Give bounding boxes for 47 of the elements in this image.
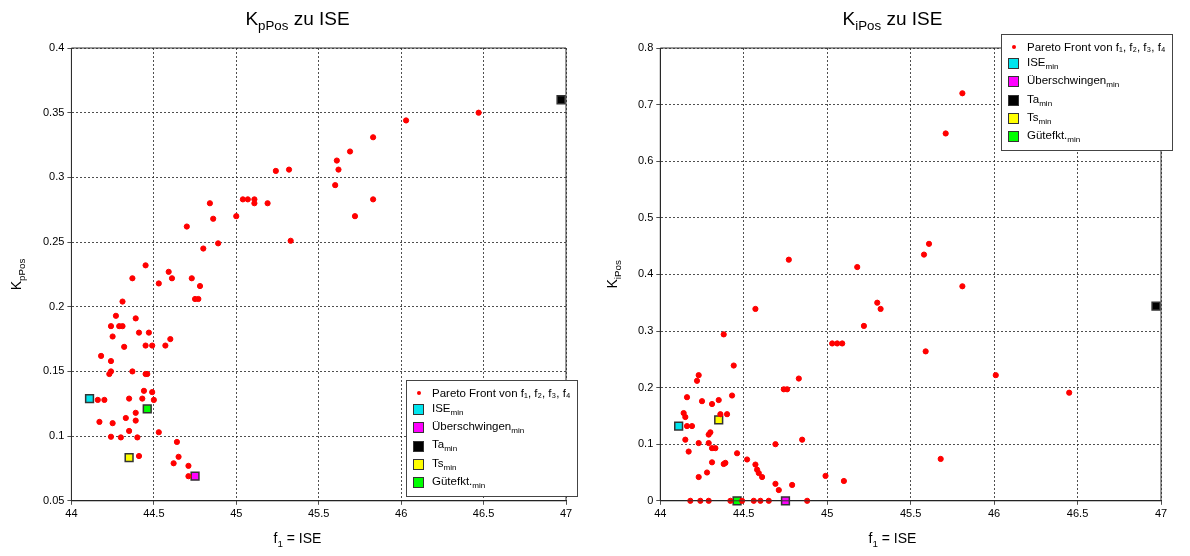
x-tick-label: 46.5 [472, 507, 495, 520]
y-tick-label: 0.3 [49, 170, 65, 183]
legend-label: Ts$_{min}$ [1027, 110, 1052, 127]
legend-label: Ta$_{min}$ [432, 438, 458, 454]
x-tick-label: 47 [1154, 507, 1168, 520]
y-tick-label: 0.7 [637, 97, 654, 110]
chart-title: K$_{pPos}$ zu ISE [244, 8, 351, 33]
x-tick-label: 46 [987, 507, 1001, 520]
legend-label: Pareto Front von f₁, f₂, f₃, f₄ [432, 386, 571, 399]
y-tick-label: 0.4 [637, 267, 654, 280]
y-tick-label: 0.8 [637, 41, 654, 54]
y-tick-label: 0.4 [49, 41, 65, 54]
y-tick-label: 0.2 [49, 299, 65, 312]
x-tick-label: 45 [230, 507, 243, 520]
legend-label: Ta$_{min}$ [1027, 92, 1053, 108]
x-tick-label: 44 [65, 507, 78, 520]
y-tick-label: 0.5 [637, 210, 654, 223]
x-tick-label: 44.5 [143, 507, 165, 520]
x-tick-label: 44.5 [733, 507, 755, 520]
legend-label: Überschwingen$_{min}$ [1027, 74, 1120, 90]
y-tick-label: 0 [647, 493, 654, 506]
x-axis-title: f$_{1}$ = ISE [272, 530, 323, 549]
legend-label: Pareto Front von f₁, f₂, f₃, f₄ [1027, 41, 1166, 53]
y-tick-label: 0.25 [42, 235, 65, 248]
y-tick-label: 0.15 [42, 364, 65, 377]
x-tick-label: 46.5 [1066, 507, 1089, 520]
y-tick-label: 0.1 [49, 429, 65, 442]
legend-label: Gütefkt.$_{min}$ [1027, 129, 1081, 145]
x-axis-title: f$_{1}$ = ISE [867, 530, 918, 549]
legend-label: Ts$_{min}$ [432, 456, 457, 472]
x-tick-label: 45.5 [307, 507, 330, 520]
legend-label: Überschwingen$_{min}$ [432, 420, 525, 436]
x-tick-label: 47 [559, 507, 573, 520]
x-tick-label: 45 [821, 507, 834, 520]
x-tick-label: 45.5 [899, 507, 922, 520]
x-tick-label: 44 [654, 507, 667, 520]
y-tick-label: 0.2 [637, 380, 654, 393]
legend-label: ISE$_{min}$ [432, 401, 464, 418]
y-tick-label: 0.3 [637, 324, 654, 337]
y-tick-label: 0.05 [42, 493, 65, 506]
legend-label: ISE$_{min}$ [1027, 56, 1059, 72]
y-tick-label: 0.35 [42, 105, 65, 118]
legend-label: Gütefkt.$_{min}$ [432, 474, 486, 491]
y-tick-label: 0.1 [637, 437, 654, 450]
y-tick-label: 0.6 [637, 154, 654, 167]
x-tick-label: 46 [395, 507, 408, 520]
chart-title: K$_{iPos}$ zu ISE [841, 8, 944, 33]
